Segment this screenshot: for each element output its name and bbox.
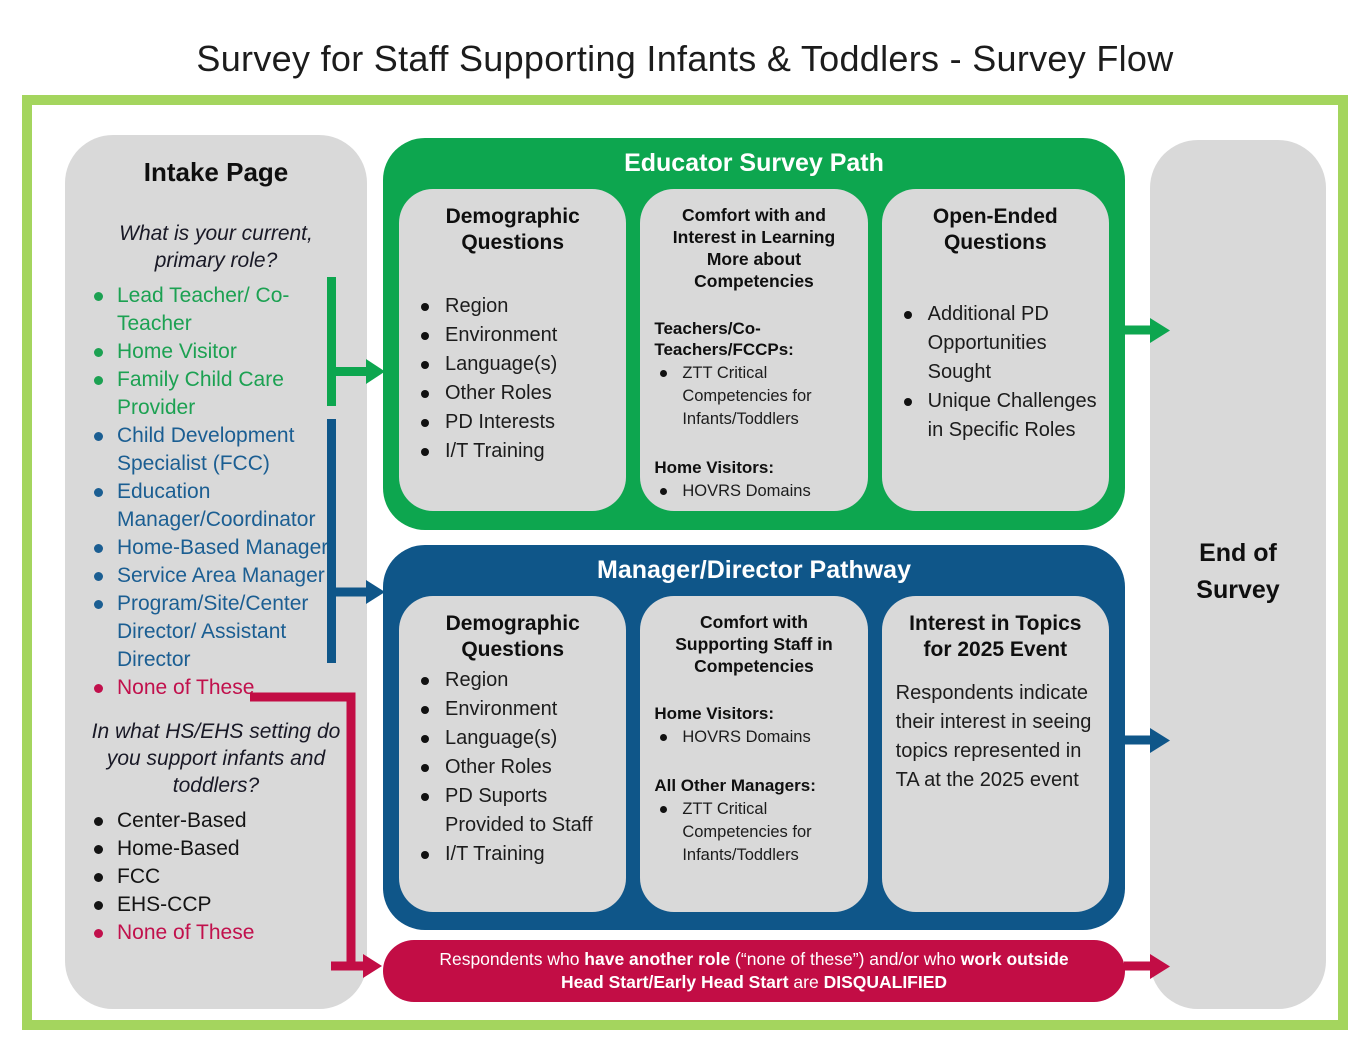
card-bullet: Additional PD Opportunities Sought [894, 300, 1097, 387]
survey-card: Interest in Topics for 2025 Event Respond… [881, 596, 1109, 912]
survey-card: Comfort with and Interest in Learning Mo… [640, 189, 868, 511]
card-bullet: Region [411, 292, 614, 321]
group-bullet-list: ZTT Critical Competencies for Infants/To… [652, 362, 855, 431]
card-bullet-list: Region Environment Language(s) Other Roles P… [411, 292, 614, 466]
option-item: None of These [83, 674, 349, 702]
option-item: Education Manager/Coordinator [83, 478, 349, 534]
option-item: Home Visitor [83, 338, 349, 366]
card-bullet: Environment [411, 321, 614, 350]
group-bullet-list: ZTT Critical Competencies for Infants/To… [652, 798, 855, 867]
setting-list: Center-Based Home-Based FCC EHS-CCP None of … [83, 807, 349, 947]
disqualified-banner-text: Respondents who have another role (“none… [417, 948, 1091, 994]
disqualified-banner: Respondents who have another role (“none… [383, 940, 1125, 1002]
card-bullet: I/T Training [411, 840, 614, 869]
banner-text-segment: (“none of these”) and/or who [730, 949, 961, 969]
page-title: Survey for Staff Supporting Infants & To… [196, 38, 1174, 79]
option-item: Lead Teacher/ Co-Teacher [83, 282, 349, 338]
banner-text-segment: Respondents who [439, 949, 585, 969]
banner-text-segment: are [788, 972, 824, 992]
role-list: Lead Teacher/ Co-Teacher Home Visitor Fami… [83, 282, 349, 702]
group-heading: Home Visitors: [654, 458, 774, 477]
survey-card: Demographic Questions Region Environment La… [399, 189, 627, 511]
card-bullet: Language(s) [411, 724, 614, 753]
manager-cards: Demographic Questions Region Environment La… [383, 585, 1125, 912]
banner-text-segment: have another role [584, 949, 731, 969]
card-bullet: ZTT Critical Competencies for Infants/To… [652, 362, 855, 431]
question-primary-role: What is your current, primary role? [119, 222, 313, 272]
survey-card: Open-Ended Questions Additional PD Opport… [881, 189, 1109, 511]
intake-page-box: Intake Page What is your current, primar… [65, 135, 367, 1009]
group-bullet-list: HOVRS Domains [652, 480, 855, 503]
card-bullet: HOVRS Domains [652, 480, 855, 503]
option-item: None of These [83, 919, 349, 947]
option-item: Program/Site/Center Director/ Assistant … [83, 590, 349, 674]
card-title: Comfort with and Interest in Learning Mo… [672, 205, 836, 291]
option-item: Home-Based Manager [83, 534, 349, 562]
option-item: Service Area Manager [83, 562, 349, 590]
intake-title: Intake Page [143, 157, 289, 187]
end-of-survey-label: End of Survey [1196, 538, 1280, 604]
option-item: Child Development Specialist (FCC) [83, 422, 349, 478]
group-bullet-list: HOVRS Domains [652, 726, 855, 749]
group-heading: Teachers/Co-Teachers/FCCPs: [654, 319, 794, 359]
card-bullet-list: Region Environment Language(s) Other Roles P… [411, 666, 614, 869]
card-title: Demographic Questions [445, 612, 580, 661]
card-title: Interest in Topics for 2025 Event [909, 612, 1082, 661]
card-bullet: Environment [411, 695, 614, 724]
survey-card: Demographic Questions Region Environment La… [399, 596, 627, 912]
card-bullet: HOVRS Domains [652, 726, 855, 749]
banner-text-segment: work outside Head Start/Early Head Start [560, 949, 1069, 992]
card-title: Demographic Questions [445, 205, 580, 254]
card-bullet: Other Roles [411, 379, 614, 408]
card-bullet: PD Interests [411, 408, 614, 437]
card-bullet: Language(s) [411, 350, 614, 379]
card-title: Open-Ended Questions [932, 205, 1058, 254]
manager-path-box: Manager/Director Pathway Demographic Que… [383, 545, 1125, 930]
end-of-survey-box: End of Survey [1150, 140, 1326, 1009]
option-item: Home-Based [83, 835, 349, 863]
group-heading: Home Visitors: [654, 704, 774, 723]
educator-cards: Demographic Questions Region Environment La… [383, 178, 1125, 511]
educator-path-title: Educator Survey Path [624, 149, 884, 177]
card-bullet: ZTT Critical Competencies for Infants/To… [652, 798, 855, 867]
card-bullet: PD Suports Provided to Staff [411, 782, 614, 840]
card-title: Comfort with Supporting Staff in Compete… [675, 612, 833, 676]
banner-text-segment: DISQUALIFIED [823, 972, 948, 992]
card-paragraph: Respondents indicate their interest in s… [895, 682, 1092, 791]
card-bullet: I/T Training [411, 437, 614, 466]
manager-path-title: Manager/Director Pathway [597, 556, 911, 584]
card-bullet-list: Additional PD Opportunities Sought Unique… [894, 300, 1097, 445]
card-bullet: Region [411, 666, 614, 695]
group-heading: All Other Managers: [654, 776, 816, 795]
option-item: FCC [83, 863, 349, 891]
card-bullet: Other Roles [411, 753, 614, 782]
question-setting: In what HS/EHS setting do you support in… [91, 720, 341, 797]
survey-card: Comfort with Supporting Staff in Compete… [640, 596, 868, 912]
card-bullet: Unique Challenges in Specific Roles [894, 387, 1097, 445]
option-item: EHS-CCP [83, 891, 349, 919]
educator-path-box: Educator Survey Path Demographic Questio… [383, 138, 1125, 530]
option-item: Family Child Care Provider [83, 366, 349, 422]
option-item: Center-Based [83, 807, 349, 835]
